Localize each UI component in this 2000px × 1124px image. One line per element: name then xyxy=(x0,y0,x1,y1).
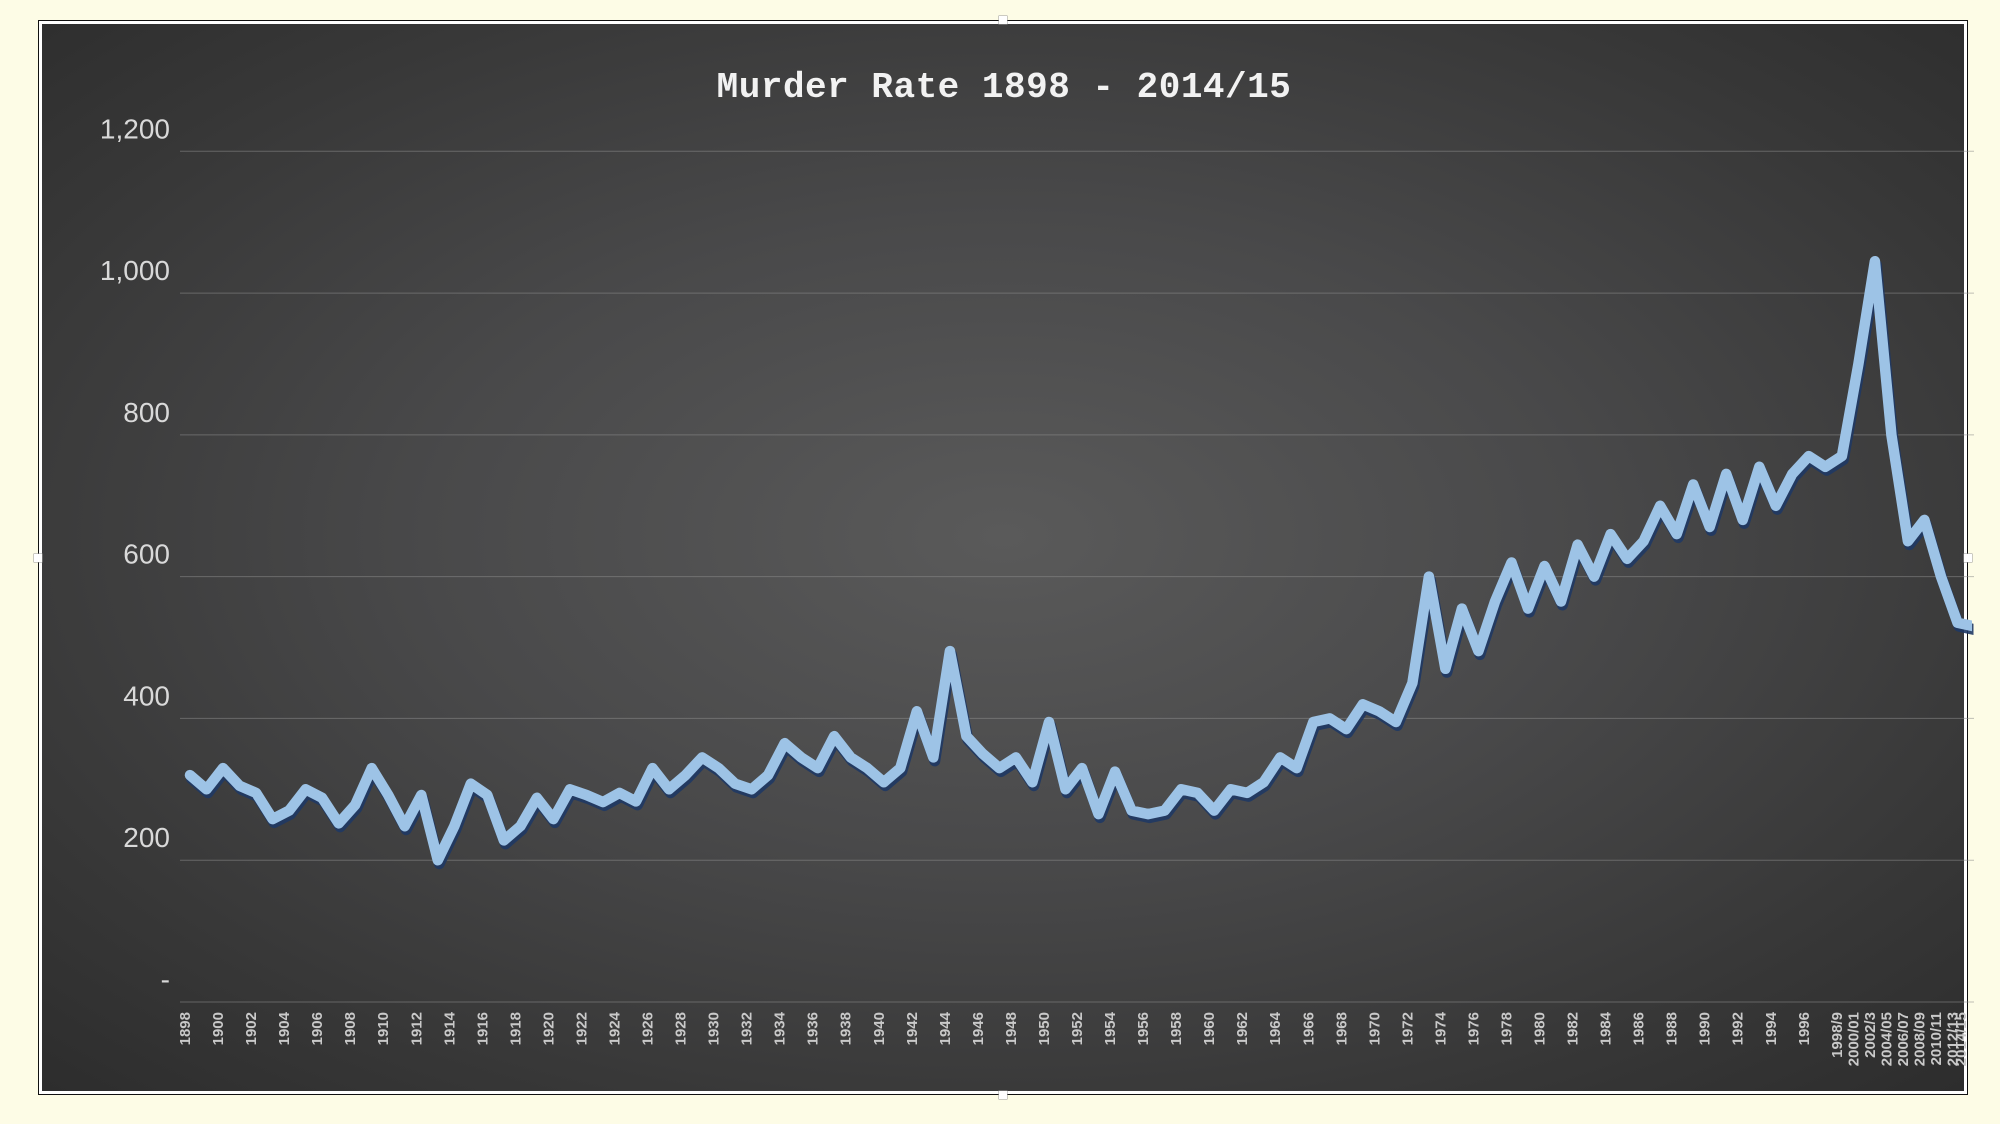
svg-text:1950: 1950 xyxy=(1036,1012,1053,1045)
svg-text:2000/01: 2000/01 xyxy=(1845,1012,1862,1066)
svg-text:1908: 1908 xyxy=(342,1012,359,1045)
svg-text:1918: 1918 xyxy=(507,1012,524,1045)
svg-text:1968: 1968 xyxy=(1333,1012,1350,1045)
svg-text:1936: 1936 xyxy=(805,1012,822,1045)
svg-text:1946: 1946 xyxy=(970,1012,987,1045)
svg-text:1,000: 1,000 xyxy=(100,255,170,286)
svg-text:-: - xyxy=(161,964,170,995)
svg-text:1972: 1972 xyxy=(1399,1012,1416,1045)
svg-text:1964: 1964 xyxy=(1267,1011,1284,1045)
svg-text:1992: 1992 xyxy=(1730,1012,1747,1045)
svg-text:1986: 1986 xyxy=(1631,1012,1648,1045)
svg-text:1984: 1984 xyxy=(1598,1011,1615,1045)
svg-text:1954: 1954 xyxy=(1102,1011,1119,1045)
svg-text:1966: 1966 xyxy=(1300,1012,1317,1045)
svg-text:1928: 1928 xyxy=(673,1012,690,1045)
svg-text:1974: 1974 xyxy=(1432,1011,1449,1045)
svg-text:1,200: 1,200 xyxy=(100,113,170,144)
svg-text:2010/11: 2010/11 xyxy=(1928,1012,1945,1065)
svg-text:1970: 1970 xyxy=(1366,1012,1383,1045)
svg-text:1996: 1996 xyxy=(1796,1012,1813,1045)
svg-text:1940: 1940 xyxy=(871,1012,888,1045)
svg-text:600: 600 xyxy=(123,539,170,570)
svg-text:800: 800 xyxy=(123,397,170,428)
svg-text:1920: 1920 xyxy=(540,1012,557,1045)
svg-text:1944: 1944 xyxy=(937,1011,954,1045)
svg-text:1978: 1978 xyxy=(1499,1012,1516,1045)
svg-text:1898: 1898 xyxy=(177,1012,194,1045)
svg-text:1958: 1958 xyxy=(1168,1012,1185,1045)
svg-text:1934: 1934 xyxy=(772,1011,789,1045)
svg-text:1910: 1910 xyxy=(375,1012,392,1045)
svg-text:1916: 1916 xyxy=(474,1012,491,1045)
svg-text:200: 200 xyxy=(123,822,170,853)
svg-text:1976: 1976 xyxy=(1465,1012,1482,1045)
svg-text:1902: 1902 xyxy=(243,1012,260,1045)
svg-text:2004/05: 2004/05 xyxy=(1878,1012,1895,1066)
svg-text:1956: 1956 xyxy=(1135,1012,1152,1045)
svg-text:1932: 1932 xyxy=(739,1012,756,1045)
svg-text:2006/07: 2006/07 xyxy=(1895,1012,1912,1066)
svg-text:1904: 1904 xyxy=(276,1011,293,1045)
svg-text:1982: 1982 xyxy=(1565,1012,1582,1045)
svg-text:2002/3: 2002/3 xyxy=(1862,1012,1879,1058)
svg-text:2008/09: 2008/09 xyxy=(1911,1012,1928,1066)
svg-text:1990: 1990 xyxy=(1697,1012,1714,1045)
svg-text:1912: 1912 xyxy=(408,1012,425,1045)
svg-text:1980: 1980 xyxy=(1532,1012,1549,1045)
svg-text:1994: 1994 xyxy=(1763,1011,1780,1045)
svg-text:1948: 1948 xyxy=(1003,1012,1020,1045)
svg-text:1906: 1906 xyxy=(309,1012,326,1045)
svg-text:1988: 1988 xyxy=(1664,1012,1681,1045)
svg-text:1942: 1942 xyxy=(904,1012,921,1045)
svg-text:1938: 1938 xyxy=(838,1012,855,1045)
svg-text:1900: 1900 xyxy=(210,1012,227,1045)
svg-text:400: 400 xyxy=(123,680,170,711)
svg-text:1952: 1952 xyxy=(1069,1012,1086,1045)
svg-text:1962: 1962 xyxy=(1234,1012,1251,1045)
svg-text:2014/15: 2014/15 xyxy=(1953,1012,1970,1066)
svg-text:1924: 1924 xyxy=(607,1011,624,1045)
svg-text:1998/9: 1998/9 xyxy=(1829,1012,1846,1058)
svg-text:1926: 1926 xyxy=(640,1012,657,1045)
svg-text:1914: 1914 xyxy=(441,1011,458,1045)
svg-text:1930: 1930 xyxy=(706,1012,723,1045)
svg-text:1922: 1922 xyxy=(573,1012,590,1045)
svg-text:1960: 1960 xyxy=(1201,1012,1218,1045)
